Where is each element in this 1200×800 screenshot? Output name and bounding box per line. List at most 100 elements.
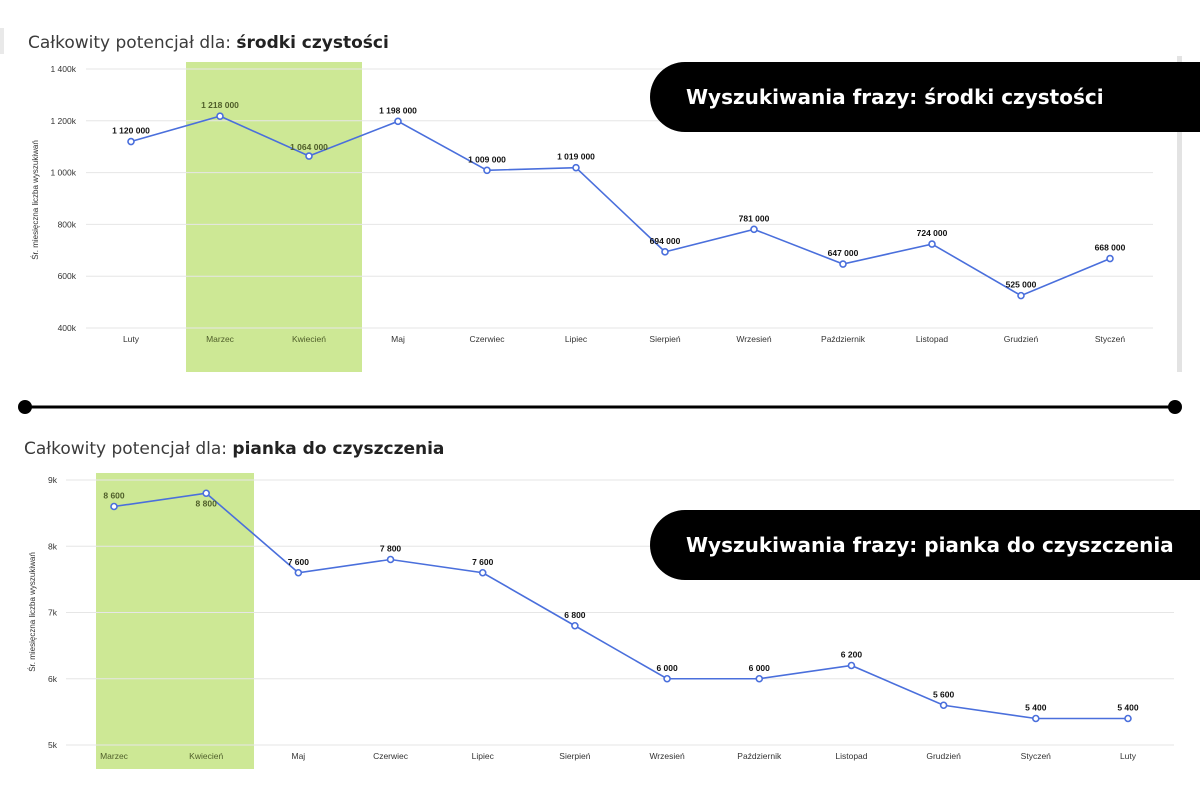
data-point <box>1032 714 1040 723</box>
chart-title: Całkowity potencjał dla: pianka do czysz… <box>24 439 444 459</box>
x-tick-label: Grudzień <box>926 751 961 761</box>
data-label: 6 000 <box>656 663 678 673</box>
data-label: 694 000 <box>650 236 681 246</box>
x-tick-label: Marzec <box>100 751 129 761</box>
data-point <box>928 240 936 248</box>
data-point <box>755 674 764 683</box>
data-point <box>750 225 758 234</box>
data-label: 7 600 <box>472 557 494 567</box>
data-label: 8 800 <box>196 498 218 508</box>
data-label: 1 064 000 <box>290 142 328 152</box>
data-label: 6 800 <box>564 610 586 620</box>
y-tick-label: 6k <box>48 674 58 684</box>
data-label: 6 200 <box>841 650 863 660</box>
data-point <box>1106 254 1114 263</box>
data-point <box>1124 714 1132 723</box>
data-label: 668 000 <box>1095 243 1126 253</box>
y-tick-label: 9k <box>48 475 58 485</box>
data-point <box>839 260 847 268</box>
x-tick-label: Wrzesień <box>649 751 685 761</box>
divider-dot-right <box>1168 400 1182 414</box>
chart-title-phrase: środki czystości <box>236 33 389 53</box>
series-line <box>130 115 1111 297</box>
data-label: 1 198 000 <box>379 105 417 115</box>
chart-title-prefix: Całkowity potencjał dla: <box>24 439 233 459</box>
divider-dot-left <box>18 400 32 414</box>
data-label: 5 400 <box>1025 703 1047 713</box>
highlight-band <box>186 62 362 372</box>
chart-panel-pianka-do-czyszczenia: Całkowity potencjał dla: pianka do czysz… <box>0 420 1200 800</box>
data-point <box>571 621 579 630</box>
line-chart: 5k 6k 7k 8k 9k Śr. miesięczna liczba wyszukiw… <box>28 473 1174 769</box>
x-tick-label: Marzec <box>206 334 235 344</box>
data-label: 7 600 <box>288 557 310 567</box>
data-label: 1 019 000 <box>557 152 595 162</box>
data-label: 8 600 <box>103 491 125 501</box>
x-tick-label: Listopad <box>916 334 948 344</box>
data-point <box>305 152 313 160</box>
data-label: 1 218 000 <box>201 100 239 110</box>
scrollbar[interactable] <box>1177 56 1182 372</box>
x-tick-label: Czerwiec <box>373 751 409 761</box>
data-label: 7 800 <box>380 544 402 554</box>
line-chart: 400k 600k 800k 1 000k 1 200k 1 400k Śr. miesię… <box>31 62 1153 372</box>
data-point <box>294 568 303 577</box>
chart-panel-srodki-czystosci: Całkowity potencjał dla: środki czystośc… <box>0 0 1200 378</box>
data-point <box>572 163 580 172</box>
x-tick-label: Listopad <box>835 751 867 761</box>
data-label: 647 000 <box>828 248 859 258</box>
x-tick-label: Maj <box>391 334 405 344</box>
y-tick-label: 1 000k <box>50 168 76 178</box>
data-label: 1 009 000 <box>468 154 506 164</box>
x-tick-label: Kwiecień <box>189 751 223 761</box>
data-point <box>661 248 669 256</box>
phrase-badge: Wyszukiwania frazy: środki czystości <box>650 62 1200 132</box>
series-line <box>113 492 1128 720</box>
x-tick-label: Kwiecień <box>292 334 326 344</box>
highlight-band <box>96 473 254 769</box>
x-tick-label: Lipiec <box>472 751 495 761</box>
chart-title-prefix: Całkowity potencjał dla: <box>28 33 237 53</box>
data-point <box>847 661 856 670</box>
data-point <box>1017 291 1025 300</box>
y-tick-label: 1 400k <box>50 64 76 74</box>
y-axis-label: Śr. miesięczna liczba wyszukiwań <box>31 140 40 260</box>
chart-title: Całkowity potencjał dla: środki czystośc… <box>28 33 389 53</box>
x-tick-label: Październik <box>737 751 782 761</box>
y-tick-label: 1 200k <box>50 116 76 126</box>
y-tick-label: 800k <box>58 219 77 229</box>
x-tick-label: Grudzień <box>1004 334 1039 344</box>
data-point <box>483 166 491 175</box>
data-label: 781 000 <box>739 213 770 223</box>
x-tick-label: Lipiec <box>565 334 588 344</box>
x-tick-label: Styczeń <box>1095 334 1126 344</box>
x-tick-label: Sierpień <box>559 751 590 761</box>
y-tick-label: 7k <box>48 608 58 618</box>
data-label: 1 120 000 <box>112 126 150 136</box>
y-tick-label: 400k <box>58 323 77 333</box>
section-divider <box>18 400 1182 414</box>
panel-tab-marker <box>0 28 4 54</box>
x-tick-label: Sierpień <box>649 334 680 344</box>
data-point <box>386 555 395 564</box>
x-tick-label: Maj <box>292 751 306 761</box>
data-point <box>202 489 210 498</box>
y-tick-label: 600k <box>58 271 77 281</box>
x-tick-label: Styczeń <box>1021 751 1052 761</box>
data-point <box>939 701 948 710</box>
x-tick-label: Październik <box>821 334 866 344</box>
data-label: 525 000 <box>1006 280 1037 290</box>
x-tick-label: Czerwiec <box>470 334 506 344</box>
phrase-badge: Wyszukiwania frazy: pianka do czyszczeni… <box>650 510 1200 580</box>
y-tick-label: 8k <box>48 541 58 551</box>
chart-title-phrase: pianka do czyszczenia <box>232 439 445 459</box>
data-point <box>216 112 224 120</box>
x-tick-label: Luty <box>1120 751 1137 761</box>
y-tick-label: 5k <box>48 740 58 750</box>
data-point <box>394 117 402 126</box>
data-point <box>663 674 671 683</box>
data-label: 6 000 <box>749 663 771 673</box>
data-label: 5 600 <box>933 689 955 699</box>
data-point <box>478 568 487 577</box>
data-point <box>110 502 118 511</box>
